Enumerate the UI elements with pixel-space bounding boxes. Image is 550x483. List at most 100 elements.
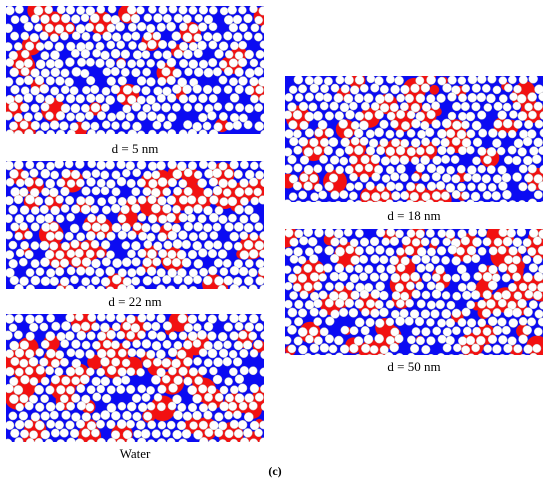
particle <box>41 103 49 111</box>
particle <box>300 121 309 130</box>
particle <box>204 188 213 197</box>
particle <box>453 292 461 300</box>
particle <box>298 256 306 264</box>
particle <box>173 187 181 195</box>
particle <box>432 290 441 299</box>
particle <box>167 94 176 103</box>
particle <box>443 238 451 246</box>
particle <box>448 245 457 254</box>
particle <box>103 68 111 76</box>
particle <box>92 341 100 349</box>
particle <box>147 77 156 86</box>
particle <box>50 277 59 286</box>
particle <box>492 191 501 200</box>
particle <box>128 268 137 277</box>
particle <box>188 250 197 259</box>
particle <box>417 264 425 272</box>
particle <box>91 429 99 437</box>
particle <box>194 68 203 77</box>
particle <box>245 104 254 113</box>
particle <box>152 171 160 179</box>
particle <box>87 386 95 394</box>
particle <box>397 264 405 272</box>
particle <box>523 255 531 263</box>
particle <box>70 276 78 284</box>
particle <box>60 358 68 366</box>
particle <box>66 386 74 394</box>
particle <box>51 375 60 384</box>
particle <box>198 385 207 394</box>
particle <box>167 213 176 222</box>
particle <box>51 68 60 77</box>
particle <box>361 344 370 353</box>
particle <box>305 335 313 343</box>
particle <box>137 331 145 339</box>
particle <box>387 229 395 237</box>
particle <box>121 205 130 214</box>
particle <box>223 357 232 366</box>
particle <box>137 76 146 85</box>
particle <box>304 148 313 157</box>
particle <box>324 146 333 155</box>
particle <box>179 332 187 340</box>
particle <box>106 59 115 68</box>
particle <box>128 348 136 356</box>
particle <box>432 172 441 181</box>
particle <box>151 375 160 384</box>
particle <box>56 111 65 120</box>
particle <box>426 146 434 154</box>
particle <box>52 322 61 331</box>
particle <box>41 122 50 131</box>
particle <box>477 111 486 120</box>
particle <box>349 156 357 164</box>
particle <box>229 350 237 358</box>
particle <box>45 24 54 33</box>
particle <box>137 59 145 67</box>
particle <box>466 146 474 154</box>
panel-d5 <box>6 6 264 134</box>
particle <box>113 377 122 386</box>
particle <box>487 147 496 156</box>
particle <box>335 299 344 308</box>
particle <box>19 258 27 266</box>
particle <box>517 94 526 103</box>
particle <box>118 197 127 206</box>
particle <box>41 51 49 59</box>
particle <box>463 327 471 335</box>
particle <box>224 276 233 285</box>
particle <box>158 421 166 429</box>
particle <box>152 276 160 284</box>
particle <box>20 394 29 403</box>
particle <box>396 300 404 308</box>
particle <box>458 318 466 326</box>
particle <box>172 85 181 94</box>
particle <box>462 308 470 316</box>
particle <box>172 205 180 213</box>
particle <box>128 231 137 240</box>
particle <box>158 178 167 187</box>
particle <box>101 357 110 366</box>
particle <box>407 111 415 119</box>
particle <box>244 121 252 129</box>
particle <box>138 385 146 393</box>
particle <box>411 157 419 165</box>
particle <box>184 222 193 231</box>
particle <box>503 237 512 246</box>
particle <box>71 49 79 57</box>
particle <box>355 76 364 85</box>
particle <box>298 309 307 318</box>
particle <box>519 182 528 191</box>
particle <box>45 6 53 14</box>
particle <box>72 323 81 332</box>
particle <box>230 420 239 429</box>
particle <box>427 164 436 173</box>
particle <box>234 170 243 179</box>
particle <box>503 119 512 128</box>
particle <box>340 103 349 112</box>
particle <box>49 188 58 197</box>
particle <box>359 273 367 281</box>
particle <box>298 345 307 354</box>
particle <box>9 122 17 130</box>
particle <box>76 6 84 14</box>
particle <box>41 69 50 78</box>
